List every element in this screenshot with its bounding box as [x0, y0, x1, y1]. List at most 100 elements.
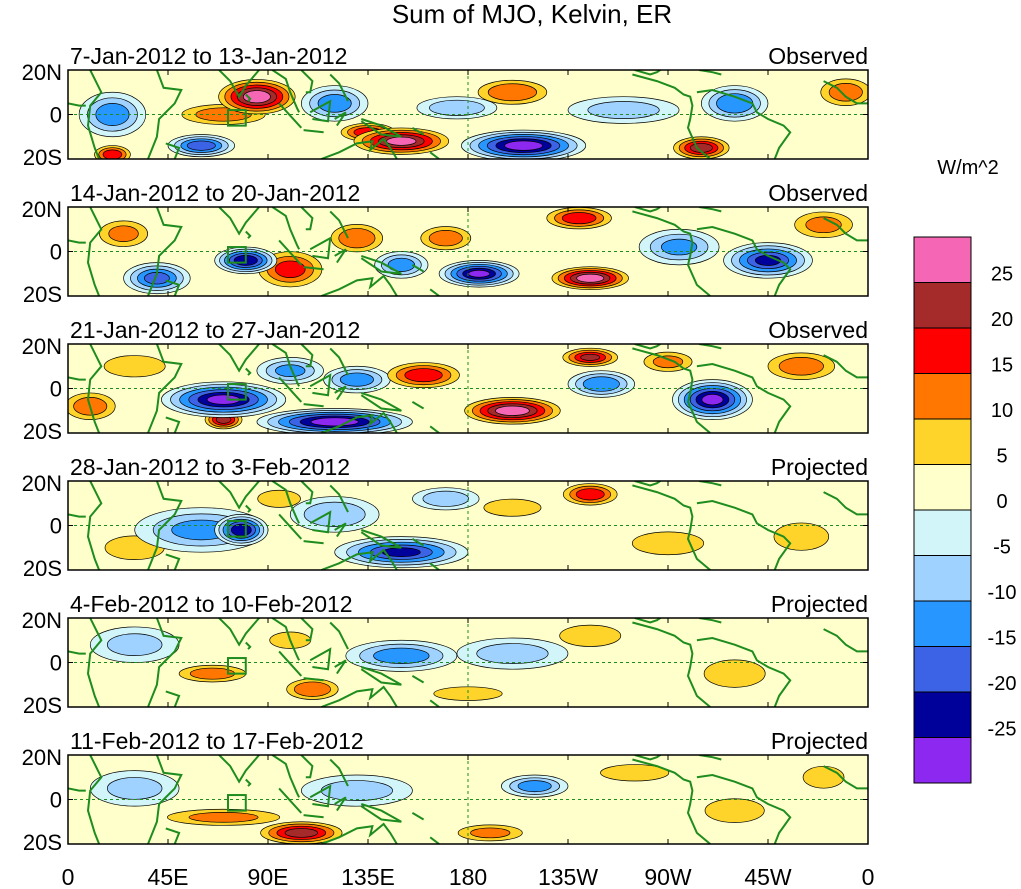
coastline	[309, 784, 332, 808]
contour-level	[428, 230, 463, 247]
coastline	[823, 217, 868, 242]
anomaly-blob	[562, 483, 618, 506]
coastline	[823, 491, 868, 516]
anomaly-blob	[94, 145, 131, 159]
coastline	[360, 803, 402, 823]
contour-level	[339, 372, 374, 387]
coastline	[303, 129, 324, 134]
coastline	[411, 264, 425, 273]
coastline	[320, 548, 398, 570]
coastline	[360, 118, 402, 138]
contour-level	[274, 260, 306, 278]
anomaly-field	[68, 347, 836, 433]
coastline	[147, 207, 183, 296]
panel-1: 20N 0 20S 7-Jan-2012 to 13-Jan-2012 Observed	[22, 43, 869, 170]
anomaly-blob	[562, 347, 618, 367]
coastline	[429, 562, 440, 570]
contour-level	[303, 501, 366, 527]
colorbar-tick-label: 0	[996, 491, 1007, 513]
colorbar-swatch	[913, 418, 972, 465]
anomaly-blob	[501, 774, 569, 798]
coastlines	[68, 618, 868, 707]
contour-level	[631, 531, 705, 556]
coastline	[245, 93, 252, 102]
anomaly-blob	[464, 396, 561, 425]
coastline	[360, 666, 402, 686]
panel-status-label: Projected	[771, 728, 868, 754]
coastline	[278, 102, 303, 129]
contour-level	[320, 780, 393, 801]
coastline	[309, 236, 332, 260]
coastline	[360, 391, 402, 412]
coastline	[245, 641, 252, 650]
coastline	[278, 513, 303, 540]
anomaly-blob	[477, 79, 548, 105]
anomaly-blob	[103, 355, 166, 378]
coastline	[303, 814, 324, 819]
coastline	[68, 239, 86, 244]
coastline	[334, 522, 347, 538]
y-tick-label: 20N	[22, 471, 62, 496]
coastline	[86, 481, 103, 570]
anomaly-blob	[723, 242, 813, 279]
panel-date-label: 11-Feb-2012 to 17-Feb-2012	[70, 728, 364, 754]
contour-level	[257, 489, 301, 508]
anomaly-blob	[567, 96, 680, 124]
anomaly-blob	[483, 498, 542, 517]
x-tick-label: 45W	[744, 864, 792, 889]
y-tick-label: 0	[50, 788, 62, 813]
anomaly-blob	[167, 134, 236, 158]
coastline	[271, 618, 300, 661]
contour-level	[373, 647, 430, 664]
contour-level	[429, 99, 485, 116]
region-box	[227, 520, 247, 538]
coastline	[429, 288, 440, 296]
coastline	[303, 677, 324, 682]
coastline	[429, 151, 440, 159]
anomaly-blob	[345, 639, 458, 672]
coastline	[632, 484, 711, 570]
colorbar-swatch	[913, 555, 972, 602]
contour-level	[422, 490, 470, 507]
anomaly-blob	[802, 765, 845, 789]
contour-level	[778, 357, 824, 376]
coastlines	[68, 70, 868, 159]
coastline	[303, 540, 324, 545]
coastline	[68, 513, 86, 518]
panel-status-label: Observed	[768, 317, 868, 343]
coastline	[334, 248, 347, 264]
contour-level	[188, 812, 259, 823]
coastline	[329, 758, 349, 787]
coastline	[218, 618, 260, 647]
anomaly-blob	[703, 659, 766, 688]
coastline	[632, 347, 711, 433]
anomaly-blob	[161, 381, 287, 418]
panel-status-label: Observed	[768, 180, 868, 206]
coastline	[271, 207, 300, 250]
colorbar-swatch	[913, 236, 972, 283]
coastline	[696, 773, 792, 844]
contour-level	[106, 633, 163, 657]
coastline	[147, 755, 183, 844]
x-tick-label: 0	[862, 864, 875, 889]
coastline	[165, 690, 181, 707]
coastline	[86, 207, 103, 296]
region-box	[227, 246, 247, 264]
panel-4: 20N 0 20S 28-Jan-2012 to 3-Feb-2012 Projecte…	[22, 454, 869, 581]
coastline	[68, 650, 86, 655]
region-box	[227, 657, 247, 675]
anomaly-blob	[301, 774, 413, 807]
coastline	[165, 279, 181, 296]
anomaly-blob	[673, 136, 730, 159]
colorbar-tick-label: -10	[988, 582, 1017, 604]
y-tick-label: 0	[50, 514, 62, 539]
coastline	[68, 787, 86, 792]
coastline	[303, 403, 324, 408]
coastline	[429, 836, 440, 844]
anomaly-blob	[567, 370, 636, 398]
colorbar-tick-label: 20	[991, 309, 1013, 331]
coastline	[271, 755, 300, 798]
anomaly-blob	[551, 266, 629, 291]
coastline	[632, 210, 711, 296]
coastline	[320, 411, 398, 433]
